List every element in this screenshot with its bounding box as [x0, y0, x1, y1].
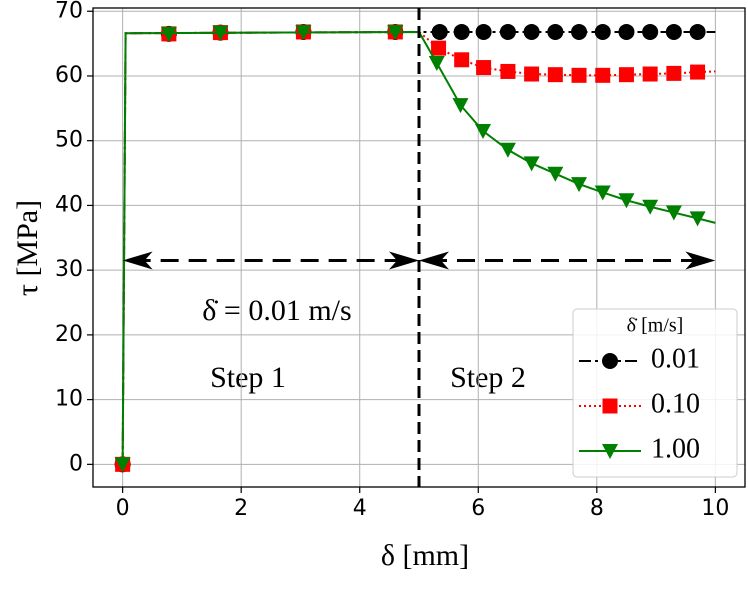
marker — [500, 63, 516, 79]
marker — [602, 398, 618, 414]
legend-label: 0.01 — [651, 343, 700, 374]
marker — [523, 156, 540, 172]
y-axis-label: τ [MPa] — [11, 200, 44, 296]
x-tick-label: 6 — [471, 496, 485, 521]
marker — [571, 67, 587, 83]
marker — [594, 185, 611, 201]
y-tick-label: 50 — [55, 128, 83, 153]
rate-annotation: δ̇ = 0.01 m/s — [202, 294, 351, 327]
marker — [114, 457, 131, 473]
x-tick-label: 0 — [116, 496, 130, 521]
marker — [690, 64, 706, 80]
marker — [618, 67, 634, 83]
marker — [475, 23, 492, 40]
x-axis-label: δ [mm] — [381, 539, 469, 572]
marker — [523, 23, 540, 40]
x-tick-label: 4 — [353, 496, 367, 521]
marker — [524, 66, 540, 82]
marker — [431, 23, 448, 40]
marker — [665, 205, 682, 221]
arrow-head — [122, 251, 153, 270]
marker — [571, 23, 588, 40]
marker — [452, 98, 469, 114]
marker — [571, 177, 588, 193]
marker — [595, 67, 611, 83]
marker — [618, 193, 635, 209]
arrow-head — [419, 251, 449, 270]
marker — [431, 40, 447, 56]
marker — [594, 23, 611, 40]
marker — [602, 444, 618, 459]
marker — [547, 67, 563, 83]
axes-frame — [92, 7, 746, 488]
legend-label: 1.00 — [651, 433, 700, 464]
y-tick-label: 0 — [69, 451, 83, 476]
legend: δ̇ [m/s] 0.01 0.10 1.00 — [572, 308, 738, 478]
y-tick-label: 20 — [55, 322, 83, 347]
marker — [476, 60, 492, 76]
marker — [642, 66, 658, 82]
y-tick-label: 40 — [55, 192, 83, 217]
legend-title: δ̇ [m/s] — [627, 315, 684, 337]
marker — [602, 353, 618, 369]
marker — [547, 23, 564, 40]
legend-label: 0.10 — [651, 388, 700, 419]
arrow-head — [389, 251, 419, 270]
marker — [453, 23, 470, 40]
marker — [295, 24, 312, 40]
y-tick-label: 60 — [55, 63, 83, 88]
marker — [499, 23, 516, 40]
marker — [642, 23, 659, 40]
legend-box — [572, 308, 738, 478]
marker — [642, 199, 659, 215]
series-line — [121, 30, 716, 465]
marker — [547, 166, 564, 182]
x-tick-label: 2 — [234, 496, 248, 521]
x-tick-label: 8 — [590, 496, 604, 521]
marker — [689, 23, 706, 40]
marker — [387, 24, 404, 40]
marker — [666, 65, 682, 81]
step2-label: Step 2 — [450, 361, 526, 394]
y-tick-label: 10 — [55, 387, 83, 412]
marker — [160, 26, 177, 42]
marker — [665, 23, 682, 40]
y-tick-label: 30 — [55, 257, 83, 282]
arrow-head — [685, 251, 716, 270]
marker — [475, 123, 492, 139]
marker — [499, 142, 516, 158]
marker — [689, 211, 706, 227]
step1-label: Step 1 — [210, 361, 286, 394]
marker — [428, 56, 445, 72]
marker — [212, 25, 229, 41]
marker — [454, 52, 470, 68]
marker — [618, 23, 635, 40]
y-tick-label: 70 — [55, 0, 83, 23]
x-tick-label: 10 — [701, 496, 729, 521]
